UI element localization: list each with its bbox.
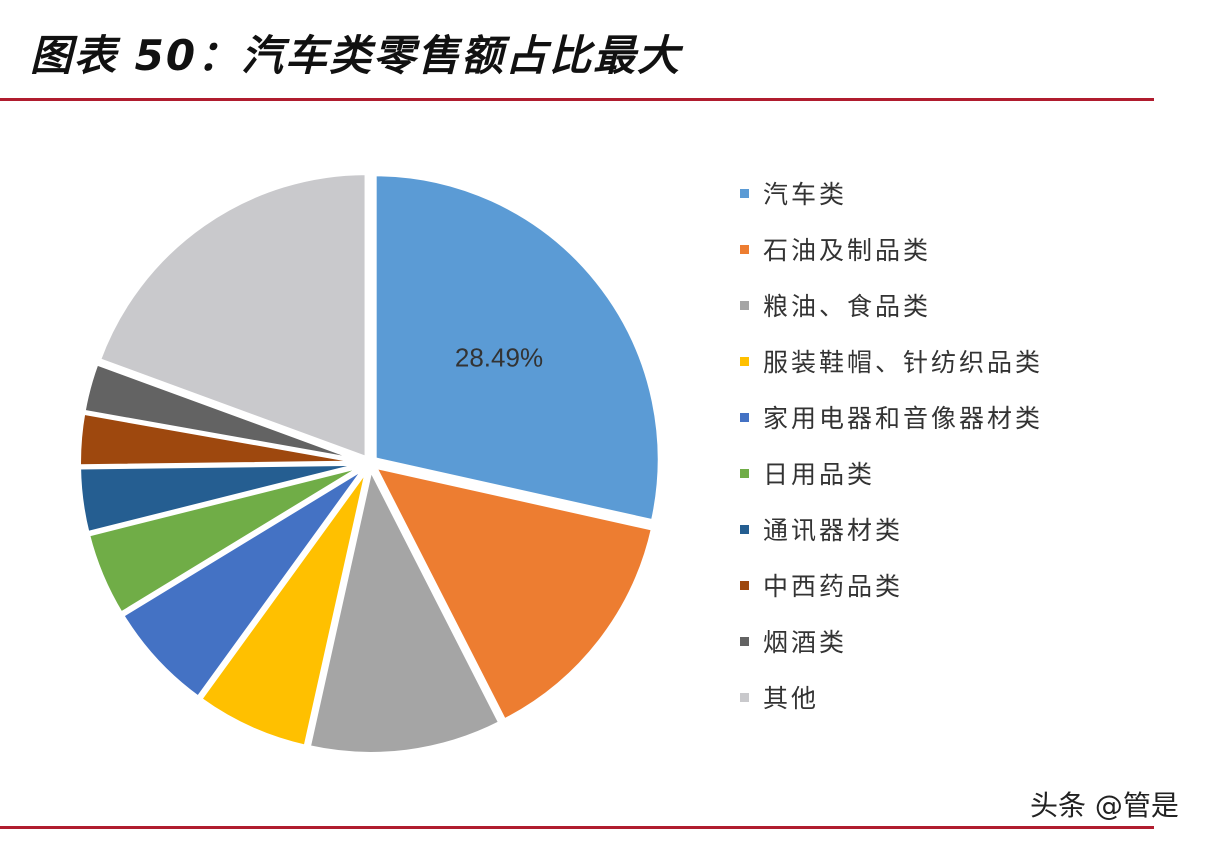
legend-swatch [740, 580, 749, 590]
legend-item-7: 通讯器材类 [740, 501, 1043, 557]
legend-label: 粮油、食品类 [763, 292, 932, 321]
page-title: 图表 50：汽车类零售额占比最大 [30, 31, 682, 80]
legend-label: 家用电器和音像器材类 [763, 404, 1044, 433]
legend-swatch [740, 300, 749, 310]
data-label-1: 28.49% [455, 342, 543, 372]
legend-swatch [740, 636, 749, 646]
legend-swatch [740, 412, 749, 422]
top-divider [0, 98, 1154, 101]
legend-label: 石油及制品类 [763, 236, 932, 265]
pie-slice-1 [372, 172, 662, 524]
legend-item-9: 烟酒类 [740, 613, 1043, 669]
legend-item-5: 家用电器和音像器材类 [740, 389, 1043, 445]
legend-item-4: 服装鞋帽、针纺织品类 [740, 333, 1043, 389]
legend-item-6: 日用品类 [740, 445, 1043, 501]
legend-label: 其他 [763, 684, 820, 713]
pie-slice-3 [306, 463, 503, 756]
pie-slice-4 [197, 467, 370, 750]
pie-slice-9 [81, 360, 365, 464]
legend-label: 通讯器材类 [763, 516, 904, 545]
bottom-divider [0, 826, 1154, 829]
legend-swatch [740, 188, 749, 198]
legend-item-2: 石油及制品类 [740, 221, 1043, 277]
legend-swatch [740, 524, 749, 534]
pie-slice-5 [119, 465, 368, 701]
legend-item-1: 汽车类 [740, 165, 1043, 221]
legend-swatch [740, 356, 749, 366]
chart-legend: 汽车类石油及制品类 粮油、食品类服装鞋帽、针纺织品类 家用电器和音像器材类 日用品类通… [740, 165, 1043, 725]
legend-label: 烟酒类 [763, 628, 848, 657]
pie-slice-2 [371, 463, 656, 724]
watermark: 头条 @管是 [1030, 789, 1179, 822]
legend-swatch [740, 244, 749, 254]
legend-swatch [740, 468, 749, 478]
legend-item-8: 中西药品类 [740, 557, 1043, 613]
legend-item-10: 其他 [740, 669, 1043, 725]
pie-slices [77, 171, 662, 756]
legend-item-3: 粮油、食品类 [740, 277, 1043, 333]
legend-swatch [740, 692, 749, 702]
legend-label: 中西药品类 [763, 572, 904, 601]
legend-label: 汽车类 [763, 180, 848, 209]
pie-slice-10 [96, 171, 369, 461]
legend-label: 服装鞋帽、针纺织品类 [763, 348, 1044, 377]
legend-label: 日用品类 [763, 460, 876, 489]
pie-data-labels: 28.49% [455, 342, 543, 372]
